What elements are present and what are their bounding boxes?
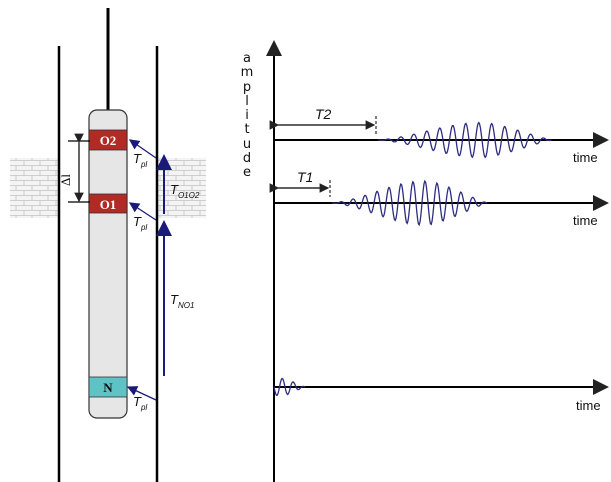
amplitude-letter: d [240, 152, 254, 166]
time-label-1: time [573, 150, 598, 165]
waveform-receiver-o1 [332, 181, 487, 225]
amplitude-letter: t [240, 123, 254, 137]
tpl-label-mid: Tpl [133, 214, 147, 232]
time-label-2: time [573, 213, 598, 228]
amplitude-letter: u [240, 138, 254, 152]
tool-body [89, 110, 127, 418]
receiver-o2-label: O2 [100, 133, 117, 148]
receiver-o1-label: O1 [100, 197, 117, 212]
amplitude-letter: p [240, 81, 254, 95]
amplitude-letter: m [240, 66, 254, 80]
source-n-label: N [103, 380, 113, 395]
t1-label: T1 [297, 169, 313, 185]
amplitude-letter: a [240, 52, 254, 66]
amplitude-letter: i [240, 109, 254, 123]
time-label-3: time [576, 398, 601, 413]
t2-label: T2 [315, 106, 332, 122]
spacing-label: Δl [58, 174, 73, 186]
formation-right [158, 158, 206, 218]
amplitude-letter: e [240, 166, 254, 180]
t-no1-label: TNO1 [170, 292, 194, 310]
spacing-dimension [68, 141, 90, 202]
formation-left [10, 158, 58, 218]
tpl-label-top: Tpl [133, 151, 147, 169]
tpl-label-bottom: Tpl [133, 394, 147, 412]
amplitude-letter: l [240, 95, 254, 109]
tpl-arrows [128, 140, 156, 400]
